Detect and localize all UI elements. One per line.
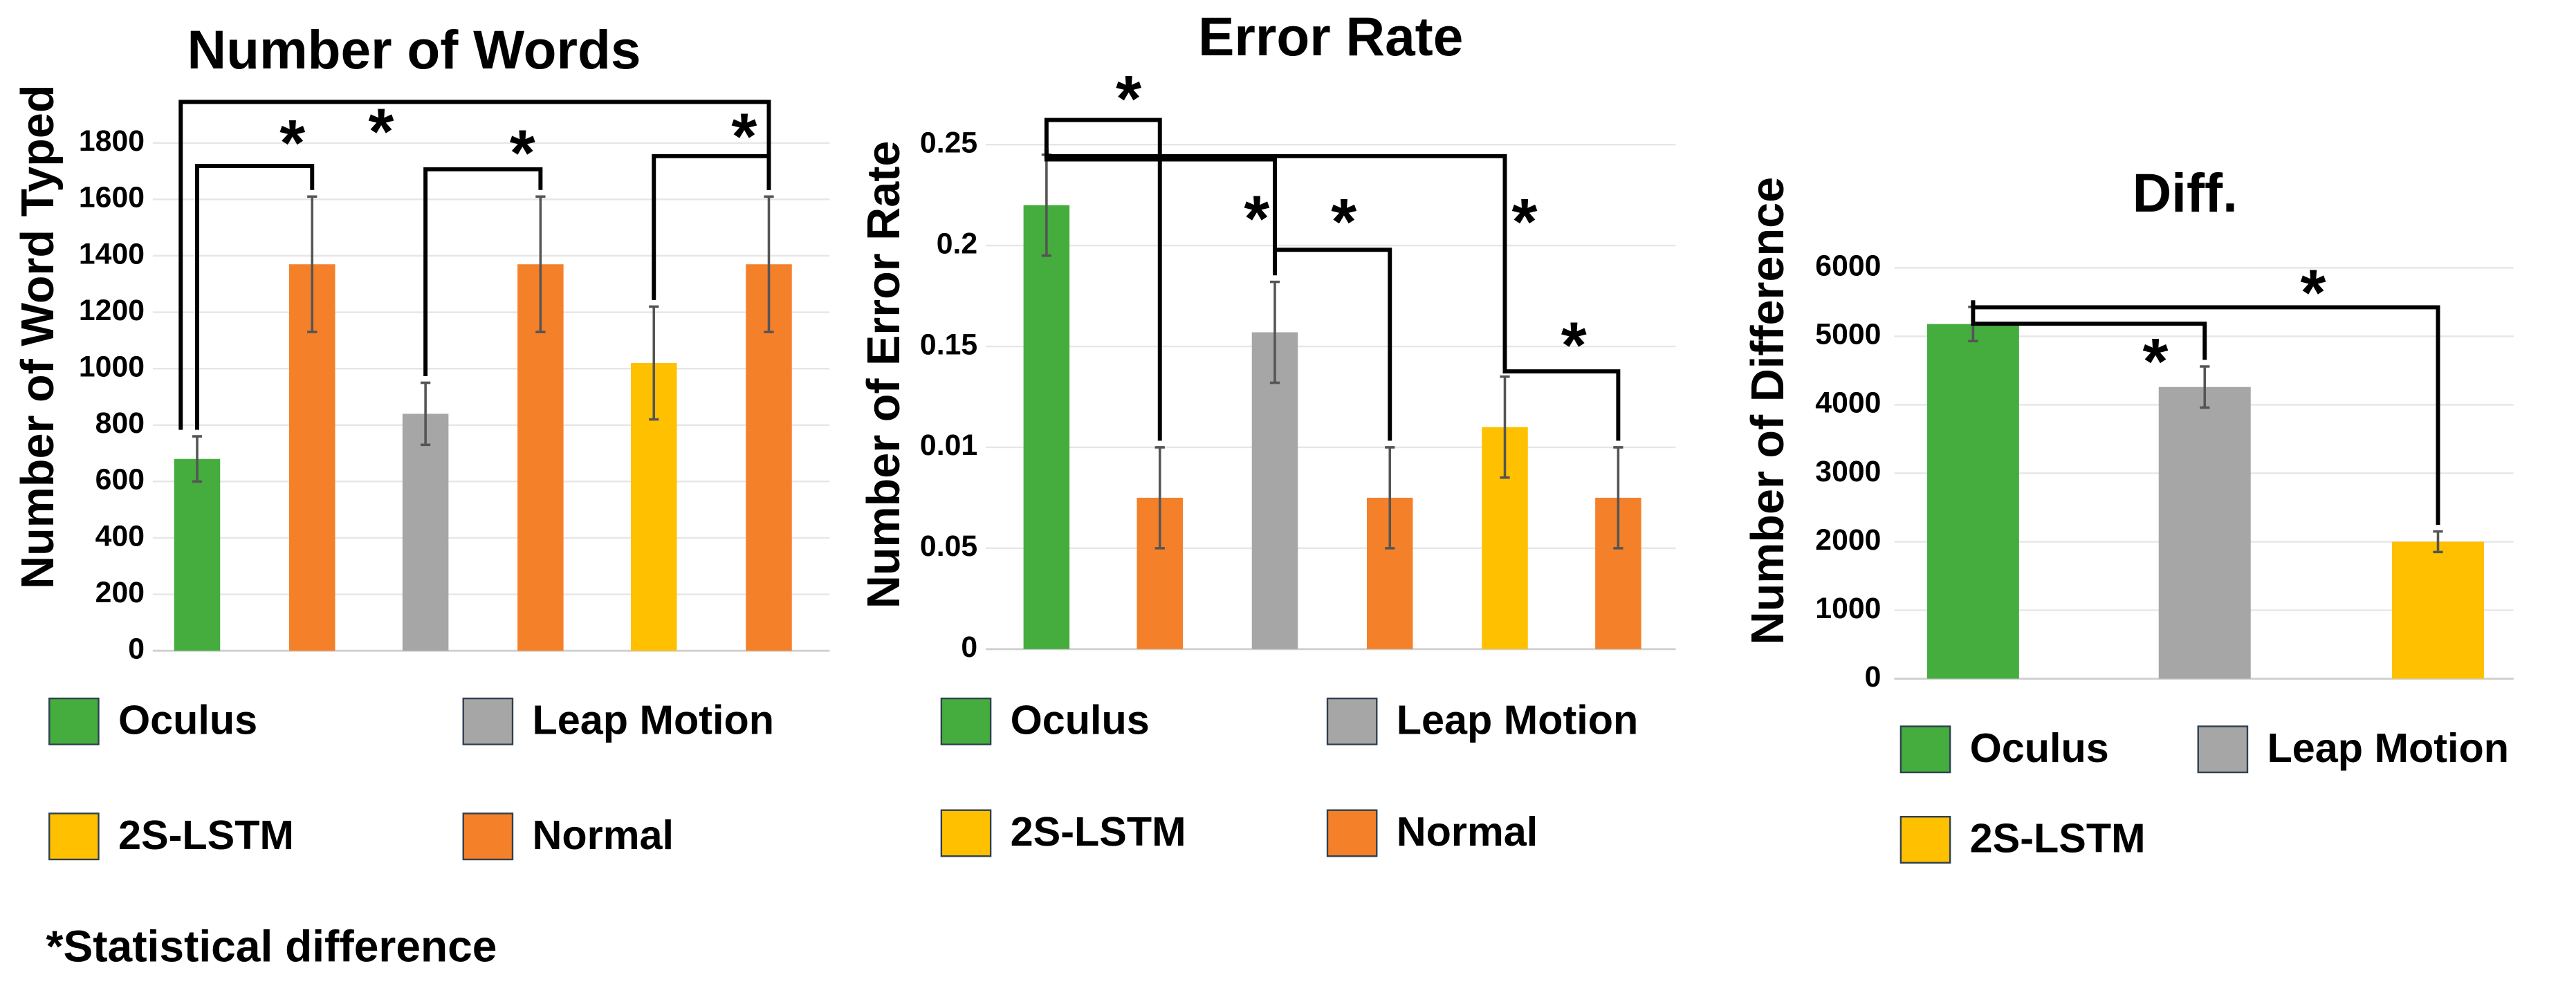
error-bar xyxy=(649,305,659,421)
bar xyxy=(1926,324,2019,679)
y-tick-label: 200 xyxy=(95,576,145,609)
legend-swatch xyxy=(462,812,514,861)
bar xyxy=(174,458,221,651)
legend-swatch xyxy=(48,697,100,745)
legend-label: 2S-LSTM xyxy=(1970,815,2146,862)
error-bar xyxy=(535,195,546,333)
chart-title: Number of Words xyxy=(187,19,641,80)
significance-bracket xyxy=(1971,300,2207,360)
bar xyxy=(1023,205,1070,649)
significance-bracket xyxy=(1971,300,2440,525)
y-tick-label: 1200 xyxy=(79,294,145,327)
legend-label: 2S-LSTM xyxy=(1011,808,1186,855)
error-bar xyxy=(307,195,318,333)
error-bar xyxy=(764,195,774,333)
legend-label: Normal xyxy=(1397,808,1538,855)
y-tick-label: 1800 xyxy=(79,124,145,158)
legend-label: 2S-LSTM xyxy=(118,812,294,858)
legend-swatch xyxy=(2197,725,2249,774)
significance-bracket xyxy=(1044,148,1507,371)
bar xyxy=(2392,541,2484,679)
legend-swatch xyxy=(1899,816,1951,864)
footnote: *Statistical difference xyxy=(46,922,497,971)
y-tick-label: 5000 xyxy=(1815,318,1881,351)
legend-swatch xyxy=(48,812,100,861)
significance-star: * xyxy=(1244,182,1269,255)
legend-swatch xyxy=(1899,725,1951,774)
legend-label: Leap Motion xyxy=(533,696,775,743)
legend-swatch xyxy=(940,809,992,857)
y-tick-label: 600 xyxy=(95,463,145,496)
y-tick-label: 6000 xyxy=(1815,250,1881,283)
significance-star: * xyxy=(1561,308,1587,382)
legend-swatch xyxy=(1326,809,1378,857)
error-bar xyxy=(192,435,203,483)
error-bar xyxy=(2433,530,2443,554)
significance-star: * xyxy=(510,116,535,189)
error-bar xyxy=(421,381,431,447)
y-tick-label: 0 xyxy=(128,632,145,665)
y-tick-label: 0.15 xyxy=(920,328,977,361)
y-tick-label: 4000 xyxy=(1815,387,1881,420)
y-tick-label: 800 xyxy=(95,407,145,440)
bar xyxy=(2158,387,2251,679)
y-tick-label: 1000 xyxy=(1815,592,1881,625)
legend-label: Leap Motion xyxy=(1397,696,1639,743)
y-tick-label: 1000 xyxy=(79,350,145,383)
y-tick-label: 0 xyxy=(1865,660,1882,694)
error-bar xyxy=(1269,280,1280,384)
bar xyxy=(1251,332,1298,649)
significance-bracket xyxy=(178,100,771,430)
y-axis-label: Number of Word Typed xyxy=(12,84,64,588)
y-tick-label: 0.25 xyxy=(920,126,977,159)
significance-bracket xyxy=(423,167,543,377)
significance-star: * xyxy=(369,95,394,168)
significance-star: * xyxy=(731,100,757,173)
significance-star: * xyxy=(2301,256,2326,329)
legend-swatch xyxy=(1326,697,1378,745)
legend-label: Oculus xyxy=(1970,725,2109,771)
y-tick-label: 400 xyxy=(95,519,145,552)
error-bar xyxy=(1500,375,1510,479)
significance-bracket xyxy=(195,164,315,430)
y-tick-label: 1400 xyxy=(79,237,145,270)
y-tick-label: 1600 xyxy=(79,181,145,214)
significance-star: * xyxy=(279,106,305,180)
error-bar xyxy=(1154,446,1165,550)
y-axis-label: Number of Error Rate xyxy=(858,141,910,609)
y-tick-label: 0.2 xyxy=(937,227,977,260)
bar xyxy=(402,413,449,651)
significance-star: * xyxy=(1331,185,1356,259)
error-bar xyxy=(1613,446,1623,550)
significance-star: * xyxy=(1512,185,1538,259)
significance-bracket xyxy=(1044,118,1162,441)
chart-title: Diff. xyxy=(2133,162,2238,223)
y-tick-label: 3000 xyxy=(1815,455,1881,488)
legend-swatch xyxy=(940,697,992,745)
significance-star: * xyxy=(2143,325,2169,398)
significance-bracket xyxy=(1273,248,1392,441)
y-tick-label: 2000 xyxy=(1815,523,1881,557)
significance-bracket xyxy=(1502,369,1621,441)
error-bar xyxy=(2200,365,2210,409)
y-tick-label: 0.05 xyxy=(920,530,977,563)
chart-title: Error Rate xyxy=(1198,6,1463,67)
legend-label: Normal xyxy=(533,812,674,858)
y-tick-label: 0.01 xyxy=(920,429,977,462)
y-axis-label: Number of Difference xyxy=(1742,177,1794,645)
legend-label: Oculus xyxy=(118,696,257,743)
legend-label: Oculus xyxy=(1011,696,1150,743)
legend-swatch xyxy=(462,697,514,745)
error-bar xyxy=(1385,446,1395,550)
y-tick-label: 0 xyxy=(961,631,977,664)
legend-label: Leap Motion xyxy=(2267,725,2509,771)
significance-star: * xyxy=(1116,62,1141,136)
